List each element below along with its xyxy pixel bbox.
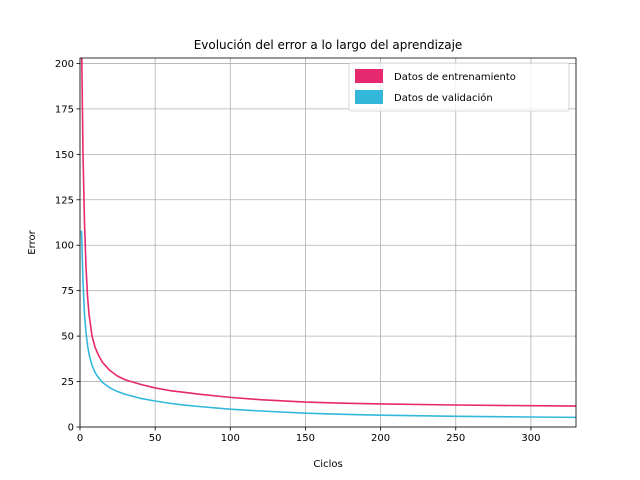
y-tick-label: 50: [61, 332, 74, 343]
y-tick-label: 200: [55, 59, 74, 70]
legend-swatch-val: [355, 90, 383, 104]
x-tick-label: 100: [221, 433, 240, 444]
y-tick-label: 0: [68, 423, 74, 434]
y-axis-label: Error: [27, 229, 38, 254]
x-tick-label: 150: [296, 433, 315, 444]
x-axis-label: Ciclos: [313, 459, 342, 470]
plot-frame: [79, 57, 577, 428]
x-tick-label: 250: [446, 433, 465, 444]
x-tick-label: 0: [77, 433, 83, 444]
y-tick-label: 125: [55, 195, 74, 206]
series-line-1: [80, 230, 576, 419]
y-tick-label: 175: [55, 104, 74, 115]
series-line-0: [80, 58, 576, 407]
legend-swatch-train: [355, 69, 383, 83]
series-group: [80, 58, 576, 419]
x-tick-label: 300: [521, 433, 540, 444]
y-tick-label: 25: [61, 377, 74, 388]
y-tick-label: 75: [61, 286, 74, 297]
x-tick-label: 50: [149, 433, 162, 444]
y-tick-label: 100: [55, 241, 74, 252]
legend: Datos de entrenamiento Datos de validaci…: [348, 62, 570, 112]
legend-label-val: Datos de validación: [394, 92, 493, 104]
legend-frame: [348, 62, 570, 112]
y-tick-label: 150: [55, 150, 74, 161]
axis-ticks: 0 50 100 150 200 250 300 0 25 50 75 100 125 150 175 200: [55, 59, 541, 444]
x-tick-label: 200: [371, 433, 390, 444]
legend-label-train: Datos de entrenamiento: [394, 72, 516, 83]
chart-title: Evolución del error a lo largo del apren…: [194, 38, 463, 52]
